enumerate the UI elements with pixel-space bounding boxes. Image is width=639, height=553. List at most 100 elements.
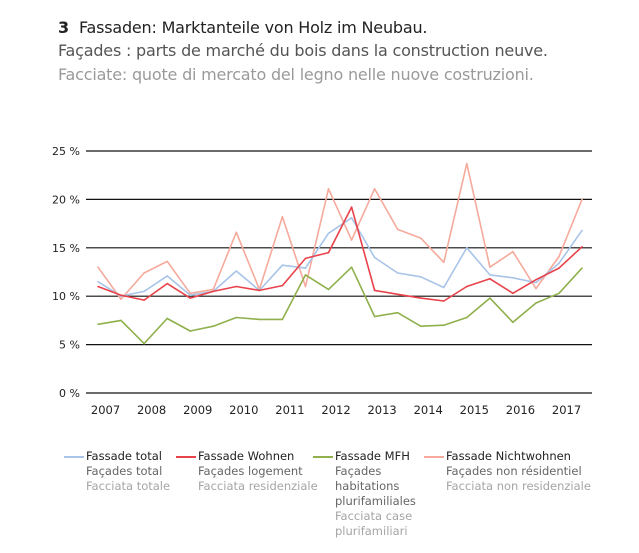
legend-label-fr: Façades logement — [198, 464, 303, 478]
legend-label-fr: Façades habitations plurifamiliales — [335, 464, 416, 508]
chart-title-it: Facciate: quote di mercato del legno nel… — [58, 65, 534, 84]
data-point — [558, 262, 560, 265]
data-point — [120, 294, 122, 297]
data-point — [419, 237, 422, 239]
data-point — [304, 257, 307, 260]
legend-label-de: Fassade total — [86, 449, 162, 463]
data-point — [189, 294, 191, 297]
data-point — [166, 282, 168, 285]
data-point — [350, 206, 353, 208]
data-point — [466, 316, 468, 319]
data-point — [558, 267, 560, 269]
legend-label-it: Facciata residenziale — [198, 479, 318, 493]
legend-item-nichtwohnen: Fassade Nichtwohnen Façades non résident… — [424, 449, 616, 494]
data-point — [120, 319, 122, 322]
x-tick-label: 2014 — [414, 403, 443, 417]
data-point — [166, 317, 168, 320]
data-point — [535, 302, 537, 304]
data-point — [235, 231, 238, 234]
legend-swatch-wohnen — [176, 456, 196, 458]
data-point — [258, 318, 261, 321]
data-point — [350, 266, 353, 268]
data-point — [581, 229, 583, 232]
y-tick-label: 20 % — [52, 193, 80, 206]
data-point — [189, 292, 191, 295]
data-point — [373, 315, 376, 318]
data-point — [512, 277, 514, 279]
data-point — [143, 290, 145, 293]
legend-item-wohnen: Fassade Wohnen Façades logement Facciata… — [176, 449, 333, 494]
data-point — [396, 272, 399, 274]
data-point — [350, 216, 353, 219]
data-point — [166, 260, 168, 263]
legend-label-fr: Façades non résidentiel — [446, 464, 582, 478]
data-point — [373, 187, 376, 190]
data-point — [97, 323, 99, 326]
data-point — [235, 270, 238, 272]
data-point — [466, 285, 468, 288]
series-line-fassade-nichtwohnen — [97, 162, 583, 300]
data-point — [327, 251, 330, 254]
x-tick-label: 2007 — [91, 403, 120, 417]
chart-title-de: 3 Fassaden: Marktanteile von Holz im Neub… — [58, 18, 427, 37]
data-point — [373, 256, 376, 259]
legend-label-de: Fassade Nichtwohnen — [446, 449, 571, 463]
data-point — [396, 311, 399, 314]
legend-label-de: Fassade Wohnen — [198, 449, 295, 463]
series-line-fassade-mfh — [97, 266, 583, 345]
y-tick-label: 25 % — [52, 145, 80, 158]
data-point — [512, 250, 514, 253]
legend-label-de: Fassade MFH — [335, 449, 410, 463]
data-point — [581, 246, 583, 248]
data-point — [281, 318, 284, 321]
data-point — [350, 239, 353, 241]
x-tick-label: 2008 — [137, 403, 166, 417]
title-de-text: Fassaden: Marktanteile von Holz im Neuba… — [78, 18, 428, 37]
data-point — [442, 286, 445, 289]
legend-swatch-mfh — [313, 456, 333, 458]
legend-item-mfh: Fassade MFH Façades habitations plurifam… — [313, 449, 423, 539]
data-point — [581, 198, 583, 201]
x-tick-label: 2011 — [275, 403, 304, 417]
data-point — [143, 272, 145, 274]
data-point — [189, 330, 191, 332]
data-point — [327, 187, 330, 190]
legend-label-it: Facciata totale — [86, 479, 171, 493]
data-point — [535, 287, 537, 290]
data-point — [535, 278, 537, 281]
data-point — [258, 289, 261, 292]
x-tick-label: 2016 — [506, 403, 535, 417]
data-point — [304, 285, 307, 288]
data-point — [120, 298, 122, 300]
data-point — [489, 274, 491, 276]
chart-title-fr: Façades : parts de marché du bois dans l… — [58, 41, 548, 60]
data-point — [281, 216, 284, 218]
data-point — [235, 316, 238, 319]
y-tick-label: 5 % — [59, 339, 80, 352]
x-tick-label: 2013 — [367, 403, 396, 417]
x-tick-label: 2017 — [552, 403, 581, 417]
data-point — [419, 297, 422, 299]
x-tick-label: 2012 — [321, 403, 350, 417]
figure-number: 3 — [58, 18, 69, 37]
data-point — [304, 274, 307, 276]
data-point — [97, 266, 99, 268]
data-point — [327, 232, 330, 235]
data-point — [466, 162, 468, 165]
data-point — [97, 280, 99, 283]
series-line-fassade-wohnen — [97, 206, 583, 302]
legend-label-it: Facciata non residenziale — [446, 479, 591, 493]
legend-item-total: Fassade total Façades total Facciata tot… — [64, 449, 194, 494]
data-point — [512, 321, 514, 324]
data-point — [212, 288, 215, 291]
data-point — [373, 289, 376, 292]
data-point — [304, 267, 307, 269]
data-point — [327, 288, 330, 291]
data-point — [419, 276, 422, 278]
data-point — [396, 293, 399, 296]
data-point — [419, 325, 422, 328]
data-point — [396, 228, 399, 231]
y-tick-label: 10 % — [52, 290, 80, 303]
y-tick-label: 15 % — [52, 242, 80, 255]
data-point — [535, 281, 537, 284]
